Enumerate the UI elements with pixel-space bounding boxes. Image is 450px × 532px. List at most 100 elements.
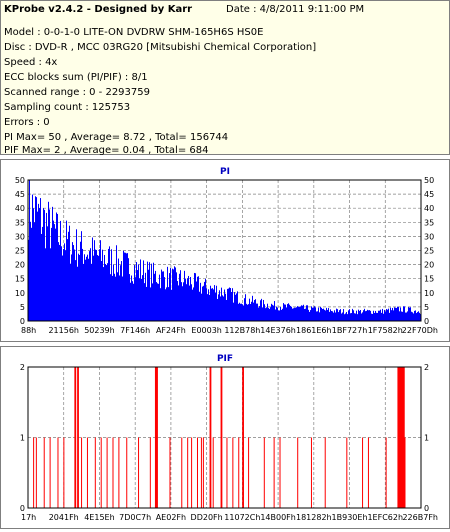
pif-xtick: 2041Fh xyxy=(49,513,79,522)
pi-bar xyxy=(199,291,200,321)
pi-bar xyxy=(123,250,124,321)
pi-bar xyxy=(213,289,214,321)
pi-bar xyxy=(190,277,191,321)
pi-bar xyxy=(392,307,393,321)
pi-bar xyxy=(59,244,60,321)
pi-ytick-right: 40 xyxy=(424,204,434,213)
pi-bar xyxy=(408,307,409,321)
pi-bar xyxy=(399,311,400,321)
pif-xtick: 17h xyxy=(21,513,36,522)
pi-bar xyxy=(318,307,319,321)
pi-bar xyxy=(321,307,322,321)
pi-bar xyxy=(380,309,381,321)
pi-bar xyxy=(112,275,113,321)
pi-bar xyxy=(169,273,170,321)
pif-bar xyxy=(138,437,140,508)
pi-xtick: 1F7582h xyxy=(368,326,403,335)
pi-bar xyxy=(82,248,83,321)
pi-bar xyxy=(309,311,310,321)
pi-bar xyxy=(411,311,412,321)
pi-bar xyxy=(328,308,329,321)
pi-bar xyxy=(230,288,231,321)
pi-ytick-right: 20 xyxy=(424,261,434,270)
pif-chart-title: PIF xyxy=(217,354,233,364)
pi-bar xyxy=(394,307,395,321)
pi-bar xyxy=(33,208,34,321)
pif-ytick-right: 0 xyxy=(424,504,429,513)
pi-bar xyxy=(189,285,190,321)
pi-ytick-left: 5 xyxy=(20,303,25,312)
pif-ytick-left: 2 xyxy=(20,363,25,372)
pi-bar xyxy=(39,207,40,321)
pif-xtick: 1EFC62h xyxy=(367,513,403,522)
pi-bar xyxy=(72,242,73,321)
pi-bar xyxy=(30,221,31,321)
pi-bar xyxy=(54,224,55,321)
pif-bar xyxy=(187,437,189,508)
pi-bar xyxy=(49,209,50,321)
pi-bar xyxy=(42,226,43,321)
pi-bar xyxy=(335,312,336,321)
pi-bar xyxy=(221,287,222,321)
scan-date: Date : 4/8/2011 9:11:00 PM xyxy=(226,4,365,15)
pi-bar xyxy=(305,308,306,321)
pi-bar xyxy=(269,308,270,321)
pi-bar xyxy=(53,220,54,321)
pi-bar xyxy=(191,284,192,321)
pif-bar xyxy=(49,437,51,508)
pi-bar xyxy=(154,273,155,321)
pi-bar xyxy=(101,261,102,321)
pi-bar xyxy=(108,248,109,321)
pi-bar xyxy=(248,304,249,321)
pi-bar xyxy=(345,313,346,321)
pi-bar xyxy=(405,312,406,321)
pi-bar xyxy=(181,282,182,321)
pi-bar xyxy=(316,311,317,321)
pi-bar xyxy=(106,265,107,321)
pi-bar xyxy=(303,304,304,321)
pi-bar xyxy=(365,311,366,321)
pi-bar xyxy=(364,308,365,321)
pi-bar xyxy=(236,293,237,321)
pi-bar xyxy=(93,255,94,321)
pi-bar xyxy=(326,307,327,321)
pi-bar xyxy=(100,240,101,321)
pi-bar xyxy=(397,306,398,321)
pi-bar xyxy=(273,305,274,321)
pi-bar xyxy=(363,310,364,321)
pi-bar xyxy=(186,284,187,321)
pif-xtick: 4E15Eh xyxy=(84,513,114,522)
pi-bar xyxy=(358,309,359,321)
pi-bar xyxy=(73,245,74,321)
pi-bar xyxy=(84,254,85,321)
pi-bar xyxy=(330,309,331,321)
sampling-line: Sampling count : 125753 xyxy=(4,102,131,113)
pi-bar xyxy=(170,268,171,321)
app-title: KProbe v2.4.2 - Designed by Karr xyxy=(4,4,193,15)
pi-bar xyxy=(367,309,368,321)
pi-bar xyxy=(313,307,314,321)
pi-bar xyxy=(34,222,35,321)
pi-bar xyxy=(271,303,272,321)
pi-bar xyxy=(208,289,209,321)
pi-bar xyxy=(131,275,132,321)
pi-bar xyxy=(141,278,142,321)
pi-bar xyxy=(406,312,407,321)
pi-bar xyxy=(234,292,235,321)
pi-bar xyxy=(81,231,82,321)
pi-ytick-left: 10 xyxy=(15,289,25,298)
pi-bar xyxy=(40,198,41,321)
pi-bar xyxy=(391,310,392,321)
pif-bar xyxy=(212,437,214,508)
pi-bar xyxy=(297,306,298,321)
pif-bar xyxy=(191,437,193,508)
pi-bar xyxy=(418,311,419,321)
pi-bar xyxy=(278,310,279,321)
pi-bar xyxy=(173,269,174,321)
pi-bar xyxy=(360,309,361,321)
pi-bar xyxy=(134,265,135,321)
pi-bar xyxy=(295,307,296,321)
pi-bar xyxy=(306,305,307,321)
pif-bar xyxy=(398,367,401,508)
pi-ytick-right: 15 xyxy=(424,275,434,284)
